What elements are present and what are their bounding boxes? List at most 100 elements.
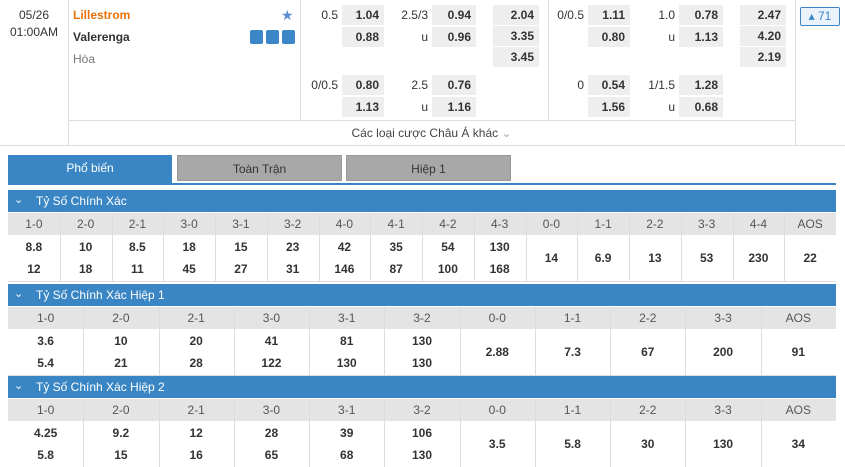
- score: 2-0: [76, 217, 95, 231]
- odds-home[interactable]: 130: [411, 334, 432, 348]
- odds-home[interactable]: 12: [189, 426, 203, 440]
- score: 3-2: [413, 403, 431, 417]
- odds-home[interactable]: 20: [189, 334, 203, 348]
- stats-icon[interactable]: [250, 30, 263, 44]
- odds-home[interactable]: 10: [114, 334, 128, 348]
- odds-away[interactable]: 45: [182, 262, 196, 276]
- odds-draw[interactable]: 6.9: [594, 251, 612, 265]
- odds-home[interactable]: 23: [285, 240, 300, 254]
- odds-away[interactable]: 11: [131, 262, 144, 276]
- odds-draw[interactable]: 30: [641, 437, 655, 451]
- score: 1-0: [36, 403, 55, 417]
- odds-1x2[interactable]: 2.19: [740, 47, 786, 67]
- odds-draw[interactable]: 91: [791, 345, 806, 359]
- odds-away[interactable]: 0.88: [342, 27, 384, 47]
- odds-away[interactable]: 168: [489, 262, 510, 276]
- odds-home[interactable]: 15: [234, 240, 248, 254]
- divider: [68, 120, 795, 121]
- odds-home[interactable]: 42: [337, 240, 352, 254]
- odds-away[interactable]: 68: [340, 448, 354, 462]
- odds-home[interactable]: 1.11: [588, 5, 630, 25]
- odds-away[interactable]: 5.4: [37, 356, 54, 370]
- more-button[interactable]: ▴ 71: [800, 7, 840, 26]
- odds-home[interactable]: 41: [264, 334, 279, 348]
- odds-over[interactable]: 1.28: [679, 75, 723, 95]
- favorite-star[interactable]: ★: [281, 7, 294, 23]
- tab[interactable]: Phổ biến: [8, 155, 172, 185]
- odds-away[interactable]: 1.56: [588, 97, 630, 117]
- odds-1x2[interactable]: 2.04: [493, 5, 539, 25]
- odds-away[interactable]: 87: [389, 262, 403, 276]
- odds-away[interactable]: 130: [336, 356, 357, 370]
- odds-home[interactable]: 28: [264, 426, 279, 440]
- odds-under[interactable]: 0.96: [432, 27, 476, 47]
- odds-home[interactable]: 1.04: [342, 5, 384, 25]
- odds-away[interactable]: 16: [189, 448, 203, 462]
- odds-draw[interactable]: 53: [699, 251, 714, 265]
- odds-home[interactable]: 8.5: [129, 240, 146, 254]
- odds-away[interactable]: 122: [261, 356, 282, 370]
- odds-away[interactable]: 65: [264, 448, 279, 462]
- odds-away[interactable]: 5.8: [37, 448, 54, 462]
- odds-under[interactable]: 0.68: [679, 97, 723, 117]
- odds-away[interactable]: 130: [411, 448, 432, 462]
- away-team[interactable]: Valerenga: [73, 30, 130, 44]
- odds-away[interactable]: 12: [27, 262, 41, 276]
- odds-1x2[interactable]: 3.35: [493, 26, 539, 46]
- odds-draw[interactable]: 67: [641, 345, 655, 359]
- odds-away[interactable]: 31: [285, 262, 300, 276]
- odds-away[interactable]: 28: [189, 356, 203, 370]
- odds-away[interactable]: 18: [78, 262, 93, 276]
- odds-home[interactable]: 106: [411, 426, 432, 440]
- chart-icon[interactable]: [282, 30, 295, 44]
- odds-away[interactable]: 100: [437, 262, 458, 276]
- col-divider: [215, 213, 216, 282]
- odds-home[interactable]: 10: [78, 240, 93, 254]
- more-bets[interactable]: Các loại cược Châu Á khác ⌄: [68, 126, 795, 140]
- odds-home[interactable]: 130: [489, 240, 510, 254]
- odds-away[interactable]: 146: [334, 262, 355, 276]
- odds-home[interactable]: 3.6: [37, 334, 54, 348]
- odds-away[interactable]: 130: [411, 356, 432, 370]
- odds-home[interactable]: 81: [340, 334, 354, 348]
- odds-away[interactable]: 21: [114, 356, 128, 370]
- odds-over[interactable]: 0.76: [432, 75, 476, 95]
- odds-under[interactable]: 1.16: [432, 97, 476, 117]
- odds-1x2[interactable]: 3.45: [493, 47, 539, 67]
- odds-home[interactable]: 35: [389, 240, 403, 254]
- odds-away[interactable]: 1.13: [342, 97, 384, 117]
- odds-draw[interactable]: 200: [713, 345, 734, 359]
- odds-draw[interactable]: 14: [544, 251, 559, 265]
- odds-draw[interactable]: 13: [648, 251, 662, 265]
- odds-under[interactable]: 1.13: [679, 27, 723, 47]
- odds-home[interactable]: 8.8: [25, 240, 43, 254]
- odds-1x2[interactable]: 2.47: [740, 5, 786, 25]
- odds-draw[interactable]: 130: [713, 437, 734, 451]
- odds-draw[interactable]: 230: [748, 251, 769, 265]
- odds-home[interactable]: 0.80: [342, 75, 384, 95]
- odds-draw[interactable]: 34: [791, 437, 806, 451]
- odds-icon[interactable]: [266, 30, 279, 44]
- odds-home[interactable]: 18: [182, 240, 196, 254]
- tab[interactable]: Toàn Trận: [177, 155, 342, 181]
- odds-draw[interactable]: 3.5: [488, 437, 506, 451]
- odds-1x2[interactable]: 4.20: [740, 26, 786, 46]
- under-label: u: [421, 30, 428, 44]
- tab[interactable]: Hiệp 1: [346, 155, 511, 181]
- odds-home[interactable]: 39: [340, 426, 354, 440]
- odds-draw[interactable]: 22: [803, 251, 817, 265]
- odds-away[interactable]: 27: [234, 262, 248, 276]
- odds-home[interactable]: 54: [441, 240, 455, 254]
- odds-home[interactable]: 9.2: [112, 426, 130, 440]
- odds-away[interactable]: 15: [114, 448, 128, 462]
- col-divider: [318, 213, 320, 282]
- odds-draw[interactable]: 5.8: [564, 437, 581, 451]
- odds-home[interactable]: 4.25: [33, 426, 58, 440]
- odds-over[interactable]: 0.94: [432, 5, 476, 25]
- odds-home[interactable]: 0.54: [588, 75, 630, 95]
- odds-over[interactable]: 0.78: [679, 5, 723, 25]
- odds-draw[interactable]: 7.3: [564, 345, 581, 359]
- home-team[interactable]: Lillestrom: [73, 8, 131, 22]
- odds-away[interactable]: 0.80: [588, 27, 630, 47]
- odds-draw[interactable]: 2.88: [485, 345, 509, 359]
